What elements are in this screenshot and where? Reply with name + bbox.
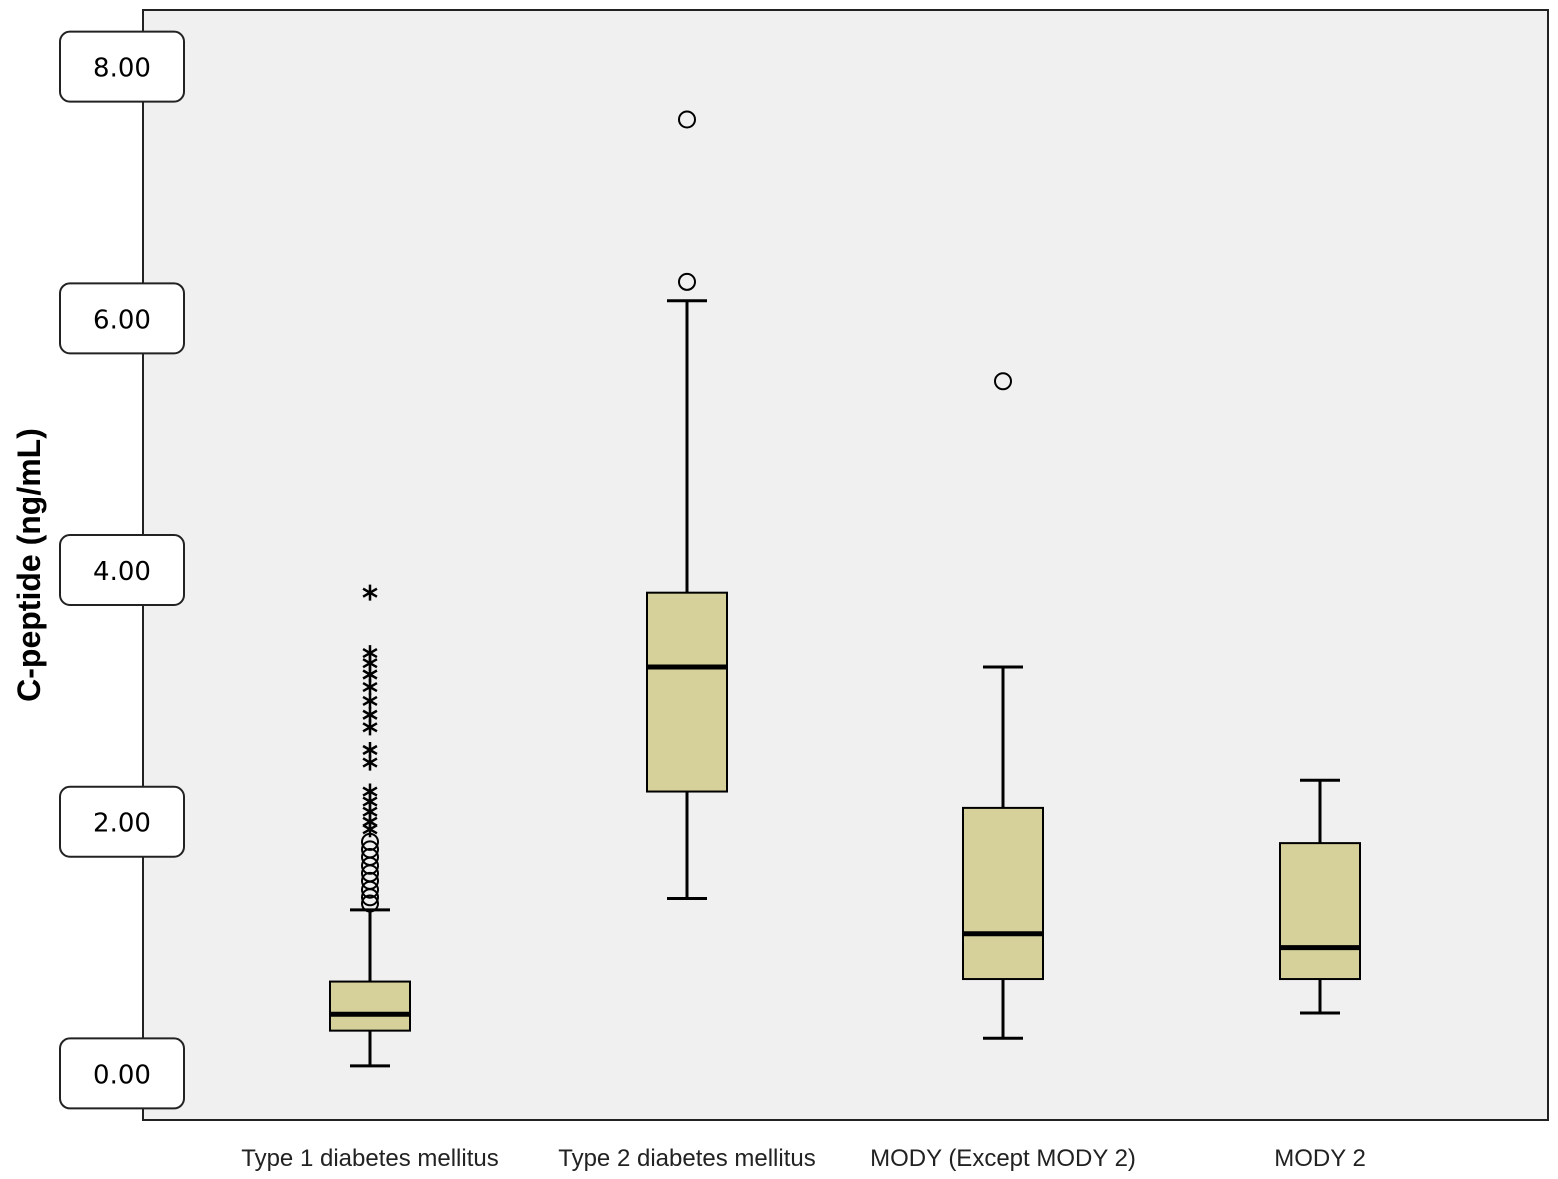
extreme-point [362,742,378,758]
y-tick-label: 4.00 [93,557,151,587]
extreme-point [362,783,378,800]
y-tick-box [59,282,185,355]
y-tick: 2.00 [59,785,185,858]
y-tick-label: 8.00 [93,54,151,84]
y-tick-label: 2.00 [93,809,151,839]
extreme-point [362,706,378,723]
outlier-point [361,840,379,859]
y-tick: 6.00 [59,282,185,355]
y-tick-box [59,534,185,607]
extreme-point [362,692,378,709]
iqr-box [962,806,1044,981]
iqr-box [329,980,411,1032]
extreme-point [362,584,378,601]
y-tick: 4.00 [59,534,185,607]
y-tick: 0.00 [59,1037,185,1110]
y-tick: 8.00 [59,30,185,103]
y-tick-label: 6.00 [93,305,151,335]
y-tick-label: 0.00 [93,1060,151,1090]
iqr-box [646,591,728,793]
outlier-point [678,272,696,291]
y-tick-box [59,1037,185,1110]
x-category-label: Type 2 diabetes mellitus [558,1145,815,1172]
x-category-label: MODY (Except MODY 2) [870,1145,1136,1172]
outlier-point [994,372,1012,391]
y-axis-label: C-peptide (ng/mL) [11,428,47,702]
y-tick-box [59,785,185,858]
x-category-label: Type 1 diabetes mellitus [241,1145,498,1172]
box-group [329,584,411,1068]
y-tick-box [59,30,185,103]
box-group [1279,778,1361,1015]
x-category-label: MODY 2 [1274,1145,1366,1172]
box-group [646,110,728,901]
iqr-box [1279,842,1361,981]
box-group [962,372,1044,1040]
outlier-point [361,894,379,913]
extreme-point [362,645,378,662]
outlier-point [678,110,696,129]
